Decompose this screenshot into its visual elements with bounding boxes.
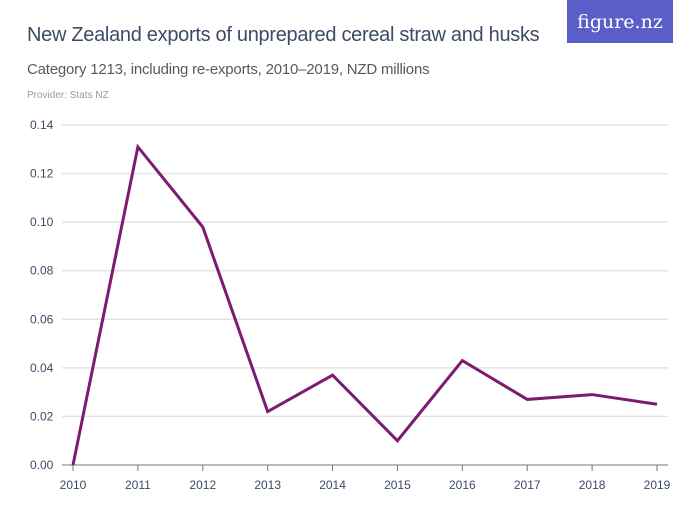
x-tick-label: 2018 xyxy=(579,478,606,492)
y-tick-label: 0.08 xyxy=(30,264,54,278)
provider-label: Provider: Stats NZ xyxy=(27,90,109,101)
x-tick-label: 2015 xyxy=(384,478,411,492)
y-tick-label: 0.10 xyxy=(30,215,54,229)
x-tick-label: 2017 xyxy=(514,478,541,492)
series-line xyxy=(71,143,658,466)
x-tick-label: 2013 xyxy=(254,478,281,492)
figure-nz-logo[interactable]: figure.nz xyxy=(567,0,673,43)
chart-title: New Zealand exports of unprepared cereal… xyxy=(27,24,540,46)
y-tick-label: 0.00 xyxy=(30,458,54,472)
x-tick-label: 2019 xyxy=(644,478,671,492)
y-tick-label: 0.04 xyxy=(30,361,54,375)
y-tick-label: 0.06 xyxy=(30,312,54,326)
x-tick-label: 2016 xyxy=(449,478,476,492)
x-tick-label: 2012 xyxy=(189,478,216,492)
y-tick-label: 0.02 xyxy=(30,409,54,423)
x-tick-label: 2011 xyxy=(125,478,151,492)
y-tick-label: 0.12 xyxy=(30,167,54,181)
x-tick-label: 2014 xyxy=(319,478,346,492)
x-tick-label: 2010 xyxy=(60,478,87,492)
chart-subtitle: Category 1213, including re-exports, 201… xyxy=(27,61,430,78)
y-tick-label: 0.14 xyxy=(30,118,54,132)
